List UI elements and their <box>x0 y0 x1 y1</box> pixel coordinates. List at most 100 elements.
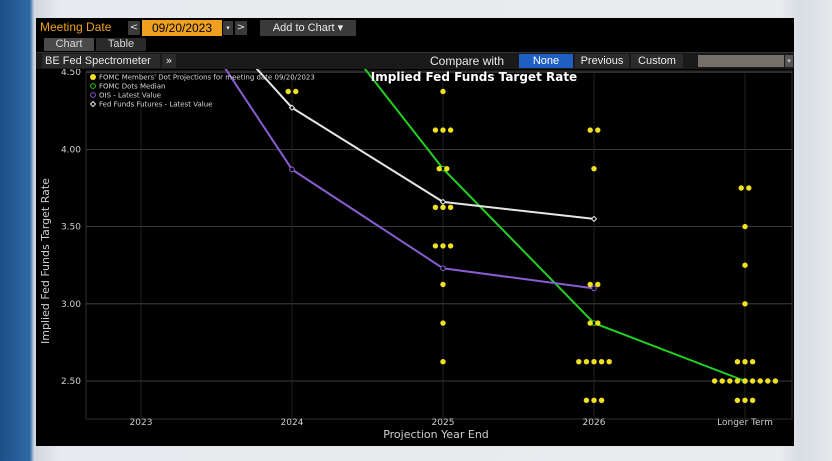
series-line <box>255 69 595 220</box>
projection-dot <box>440 281 446 288</box>
x-axis-label: Projection Year End <box>383 428 489 441</box>
projection-dot <box>742 397 748 403</box>
projection-dot <box>772 378 779 384</box>
meeting-date-label: Meeting Date <box>40 20 112 34</box>
series-lines <box>224 69 748 384</box>
projection-dot <box>711 378 718 384</box>
legend-marker <box>90 92 96 98</box>
function-bar: BE Fed Spectrometer » Compare with None … <box>36 52 794 69</box>
projection-dot <box>749 397 756 403</box>
projection-dot <box>447 204 454 210</box>
projection-dot <box>285 88 291 95</box>
series-point <box>288 104 296 111</box>
compare-with-label: Compare with <box>430 54 505 68</box>
projection-dot <box>742 359 748 365</box>
projection-dot <box>440 88 446 95</box>
series-point <box>590 215 598 223</box>
projection-dot <box>598 397 605 403</box>
expand-icon[interactable]: » <box>162 54 176 68</box>
series-point <box>289 166 295 173</box>
projection-dot <box>719 378 725 384</box>
legend-label: Fed Funds Futures - Latest Value <box>99 101 212 109</box>
legend-label: FOMC Members' Dot Projections for meetin… <box>99 74 315 82</box>
gridlines <box>85 70 793 420</box>
compare-previous-button[interactable]: Previous <box>575 54 629 68</box>
projection-dot <box>742 378 748 384</box>
projection-dot <box>757 378 763 384</box>
projection-dot <box>432 204 439 210</box>
projection-dot <box>738 185 744 191</box>
y-tick-label: 4.50 <box>61 69 81 78</box>
projection-dot <box>749 359 756 365</box>
projection-dot <box>734 378 741 384</box>
compare-none-button[interactable]: None <box>519 54 573 68</box>
next-date-button[interactable]: > <box>235 21 247 35</box>
tab-chart[interactable]: Chart <box>44 38 94 51</box>
toolbar: Meeting Date < 09/20/2023 ▾ > Add to Cha… <box>36 18 794 38</box>
x-tick-labels: 2023 2024 2025 2026 Longer Term <box>130 418 773 428</box>
function-name[interactable]: BE Fed Spectrometer <box>42 54 160 68</box>
y-tick-label: 3.00 <box>61 300 81 310</box>
projection-dot <box>440 204 446 210</box>
projection-dot <box>734 359 741 365</box>
custom-dropdown-icon[interactable]: ▾ <box>785 55 793 67</box>
projection-dot <box>444 166 450 172</box>
projection-dot <box>440 320 446 326</box>
projection-dot <box>734 397 741 403</box>
projection-dot <box>436 166 442 172</box>
projection-dot <box>440 127 446 133</box>
meeting-date-input[interactable]: 09/20/2023 <box>142 20 222 36</box>
y-tick-label: 4.00 <box>61 145 81 155</box>
y-axis-label: Implied Fed Funds Target Rate <box>39 178 52 344</box>
date-dropdown-icon[interactable]: ▾ <box>223 21 233 35</box>
projection-dot <box>749 378 756 384</box>
projection-dot <box>587 127 593 133</box>
previous-date-button[interactable]: < <box>128 21 140 35</box>
projection-dot <box>742 223 748 230</box>
projection-dot <box>591 397 597 403</box>
x-tick-label: 2024 <box>281 418 304 428</box>
chart-title: Implied Fed Funds Target Rate <box>371 70 577 84</box>
projection-dot <box>595 281 601 288</box>
legend-marker <box>89 100 97 108</box>
projection-dot <box>742 262 748 268</box>
projection-dot <box>742 301 748 307</box>
dot-projections <box>285 88 779 403</box>
y-tick-label: 3.50 <box>61 223 81 233</box>
legend-label: OIS - Latest Value <box>99 92 161 100</box>
x-tick-label: 2026 <box>583 418 606 428</box>
projection-dot <box>746 185 752 191</box>
projection-dot <box>447 243 454 249</box>
projection-dot <box>591 166 597 172</box>
series-point <box>440 265 446 272</box>
y-tick-label: 2.50 <box>61 377 81 387</box>
legend-label: FOMC Dots Median <box>99 83 165 91</box>
legend-marker <box>90 74 96 80</box>
x-tick-label: Longer Term <box>717 418 773 428</box>
legend: FOMC Members' Dot Projections for meetin… <box>89 74 315 109</box>
x-tick-label: 2023 <box>130 418 153 428</box>
projection-dot <box>765 378 771 384</box>
tab-table[interactable]: Table <box>96 38 146 51</box>
projection-dot <box>587 320 593 326</box>
compare-custom-button[interactable]: Custom <box>631 54 683 68</box>
projection-dot <box>587 281 593 288</box>
fed-funds-chart: 2.503.003.504.004.505.005.506.00 2023202… <box>39 69 793 441</box>
legend-marker <box>90 83 96 89</box>
custom-date-field[interactable] <box>698 55 784 67</box>
series-point <box>591 285 597 292</box>
projection-dot <box>293 88 299 95</box>
projection-dot <box>595 320 601 326</box>
series-line <box>224 69 595 290</box>
add-to-chart-button[interactable]: Add to Chart ▾ <box>260 20 356 36</box>
projection-dot <box>595 127 601 133</box>
projection-dot <box>727 378 733 384</box>
projection-dot <box>432 243 439 249</box>
projection-dot <box>583 359 590 365</box>
plot-border <box>85 70 793 420</box>
series-point <box>439 198 447 206</box>
projection-dot <box>591 359 597 365</box>
projection-dot <box>576 359 582 365</box>
x-tick-label: 2025 <box>432 418 455 428</box>
projection-dot <box>606 359 612 365</box>
